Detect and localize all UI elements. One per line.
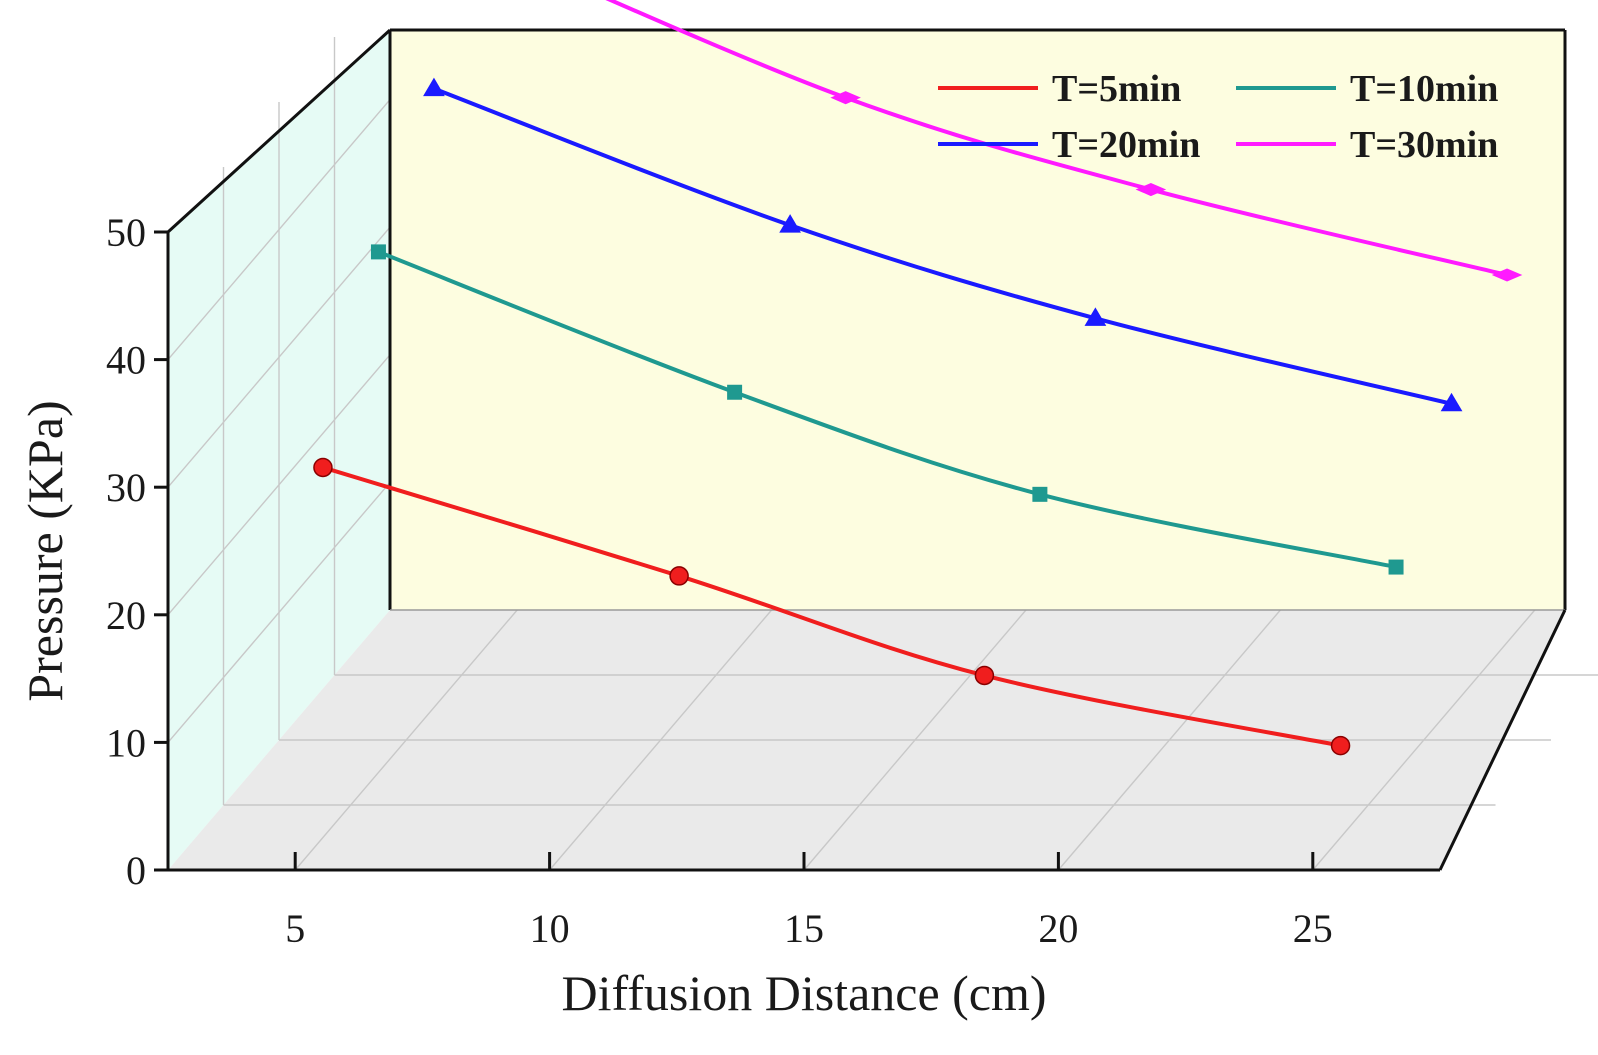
y-tick-label: 40 bbox=[106, 338, 146, 383]
axis-ticks: 0 10 20 30 40 50 5 10 15 20 25 bbox=[106, 210, 1333, 951]
x-axis-title: Diffusion Distance (cm) bbox=[561, 965, 1046, 1021]
data-point-marker bbox=[1135, 182, 1167, 197]
data-point-marker bbox=[1032, 486, 1048, 502]
y-axis-title: Pressure (KPa) bbox=[17, 400, 73, 701]
x-tick-label: 15 bbox=[784, 906, 824, 951]
data-point-marker bbox=[1440, 392, 1463, 412]
data-point-marker bbox=[1330, 735, 1351, 756]
legend-item: T=30min bbox=[1236, 124, 1498, 166]
back-wall bbox=[390, 30, 1565, 610]
legend-item: T=20min bbox=[938, 124, 1200, 166]
frame-edge-side-top bbox=[166, 28, 392, 234]
x-tick-label: 20 bbox=[1038, 906, 1078, 951]
y-tick-label: 50 bbox=[106, 210, 146, 255]
y-tick-label: 0 bbox=[126, 848, 146, 893]
side-grid-line-diagonal bbox=[167, 354, 391, 616]
data-point-marker bbox=[830, 91, 861, 105]
series-T=30min bbox=[605, 0, 1523, 282]
series-T=5min bbox=[313, 457, 1351, 756]
legend: T=5min T=10min T=20min T=30min bbox=[938, 68, 1498, 166]
data-point-marker bbox=[423, 77, 445, 97]
chart-frame bbox=[166, 28, 1567, 872]
legend-item: T=5min bbox=[938, 68, 1181, 110]
series-T=10min bbox=[370, 244, 1404, 575]
series-line bbox=[433, 86, 1453, 406]
series-layer bbox=[313, 0, 1523, 756]
data-point-marker bbox=[669, 566, 689, 586]
frame-edge-floor-right bbox=[1438, 609, 1567, 871]
side-grid-line-diagonal bbox=[167, 226, 391, 488]
data-point-marker bbox=[974, 665, 995, 686]
legend-item: T=10min bbox=[1236, 68, 1498, 110]
data-point-marker bbox=[779, 214, 801, 233]
data-point-marker bbox=[1491, 268, 1523, 282]
series-line bbox=[322, 465, 1341, 748]
y-tick-label: 30 bbox=[106, 465, 146, 510]
legend-label: T=5min bbox=[1052, 68, 1181, 110]
x-tick-label: 10 bbox=[530, 906, 570, 951]
data-point-marker bbox=[1388, 559, 1404, 575]
data-point-marker bbox=[313, 457, 333, 478]
side-grid-line-diagonal bbox=[167, 99, 391, 361]
y-tick-label: 10 bbox=[106, 720, 146, 765]
legend-label: T=20min bbox=[1052, 124, 1200, 166]
series-line bbox=[605, 0, 1508, 277]
y-tick-label: 20 bbox=[106, 593, 146, 638]
x-tick-label: 5 bbox=[285, 906, 305, 951]
data-point-marker bbox=[727, 384, 743, 400]
data-point-marker bbox=[370, 244, 386, 260]
series-T=20min bbox=[423, 77, 1463, 412]
series-line bbox=[377, 250, 1397, 570]
data-point-marker bbox=[1084, 307, 1107, 326]
x-tick-label: 25 bbox=[1293, 906, 1333, 951]
legend-label: T=10min bbox=[1350, 68, 1498, 110]
side-grid-line-diagonal bbox=[167, 481, 391, 743]
legend-label: T=30min bbox=[1350, 124, 1498, 166]
